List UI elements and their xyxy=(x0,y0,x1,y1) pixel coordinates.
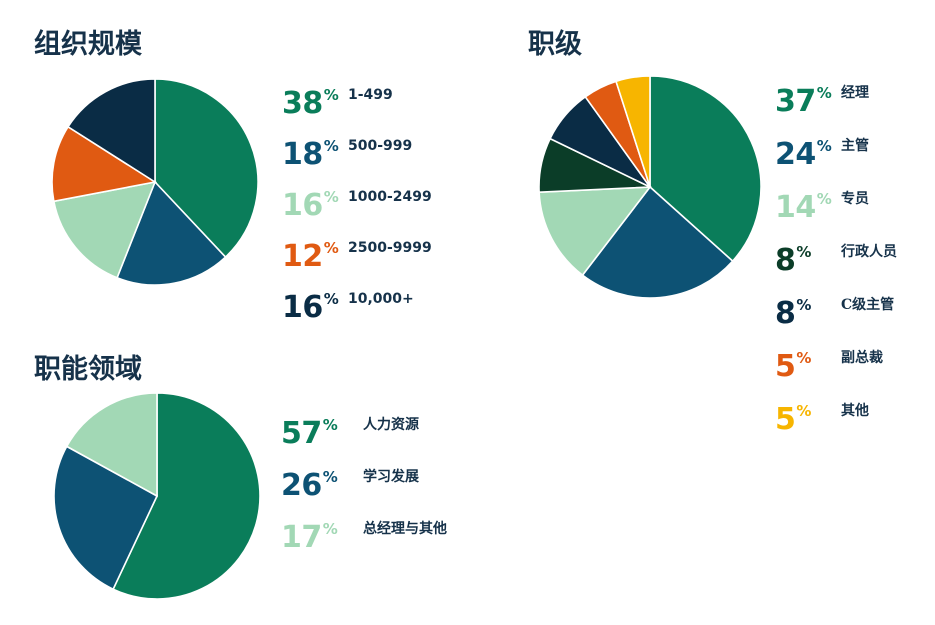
percent-value: 8 xyxy=(775,296,796,331)
legend-percent: 37% xyxy=(775,78,832,119)
percent-value: 17 xyxy=(281,520,322,555)
percent-value: 18 xyxy=(282,137,323,172)
legend-label: 行政人员 xyxy=(841,244,897,260)
legend-percent: 26% xyxy=(281,462,338,503)
percent-value: 16 xyxy=(282,290,323,325)
legend-percent: 17% xyxy=(281,514,338,555)
legend-label: 副总裁 xyxy=(841,350,883,366)
legend-percent: 38% xyxy=(282,80,339,121)
percent-value: 16 xyxy=(282,188,323,223)
legend-label: 1000-2499 xyxy=(348,189,432,205)
pie-slice xyxy=(112,392,261,600)
percent-sign: % xyxy=(796,349,811,367)
percent-sign: % xyxy=(816,84,832,102)
percent-value: 38 xyxy=(282,86,323,121)
legend-percent: 57% xyxy=(281,410,338,451)
percent-sign: % xyxy=(323,86,339,104)
chart-title: 组织规模 xyxy=(34,29,142,60)
percent-value: 57 xyxy=(281,416,322,451)
percent-value: 5 xyxy=(775,349,796,384)
pie-slice xyxy=(615,75,651,188)
pie-chart-job-level xyxy=(538,75,762,299)
legend-label: 人力资源 xyxy=(363,417,419,433)
percent-sign: % xyxy=(816,190,832,208)
legend-label: 专员 xyxy=(841,191,869,207)
percent-sign: % xyxy=(323,290,339,308)
legend-label: C级主管 xyxy=(841,297,895,313)
percent-sign: % xyxy=(322,416,338,434)
legend-label: 总经理与其他 xyxy=(363,521,447,537)
legend-percent: 8% xyxy=(775,290,811,329)
percent-sign: % xyxy=(796,243,811,261)
percent-value: 37 xyxy=(775,84,816,119)
legend-percent: 5% xyxy=(775,396,811,435)
percent-sign: % xyxy=(796,296,811,314)
pie-slice xyxy=(649,75,762,263)
legend-percent: 8% xyxy=(775,237,811,276)
legend-percent: 16% xyxy=(282,182,339,223)
legend-label: 学习发展 xyxy=(363,469,419,485)
pie-slice xyxy=(66,78,156,184)
legend-label: 500-999 xyxy=(348,138,413,154)
percent-value: 26 xyxy=(281,468,322,503)
pie-slice xyxy=(52,180,157,279)
legend-label: 1-499 xyxy=(348,87,393,103)
pie-slice xyxy=(538,186,652,277)
legend-label: 其他 xyxy=(841,403,869,419)
percent-sign: % xyxy=(816,137,832,155)
percent-value: 8 xyxy=(775,243,796,278)
pie-slice xyxy=(65,392,158,498)
pie-chart-org-size xyxy=(51,78,259,286)
legend-label: 2500-9999 xyxy=(348,240,432,256)
percent-value: 14 xyxy=(775,190,816,225)
pie-slice xyxy=(581,185,734,299)
pie-slice xyxy=(154,78,259,259)
percent-sign: % xyxy=(323,239,339,257)
legend-percent: 24% xyxy=(775,131,832,172)
percent-sign: % xyxy=(323,137,339,155)
percent-sign: % xyxy=(323,188,339,206)
percent-sign: % xyxy=(322,468,338,486)
legend-label: 10,000+ xyxy=(348,291,414,307)
chart-title: 职级 xyxy=(528,29,582,60)
legend-percent: 18% xyxy=(282,131,339,172)
pie-slice xyxy=(51,125,158,203)
legend-percent: 16% xyxy=(282,284,339,325)
pie-slice xyxy=(116,180,227,286)
legend-percent: 14% xyxy=(775,184,832,225)
legend-percent: 12% xyxy=(282,233,339,274)
percent-value: 5 xyxy=(775,402,796,437)
legend-percent: 5% xyxy=(775,343,811,382)
percent-value: 12 xyxy=(282,239,323,274)
percent-sign: % xyxy=(322,520,338,538)
chart-title: 职能领域 xyxy=(34,354,142,385)
percent-sign: % xyxy=(796,402,811,420)
legend-label: 主管 xyxy=(841,138,869,154)
legend-label: 经理 xyxy=(841,85,869,101)
percent-value: 24 xyxy=(775,137,816,172)
pie-chart-function xyxy=(53,392,261,600)
